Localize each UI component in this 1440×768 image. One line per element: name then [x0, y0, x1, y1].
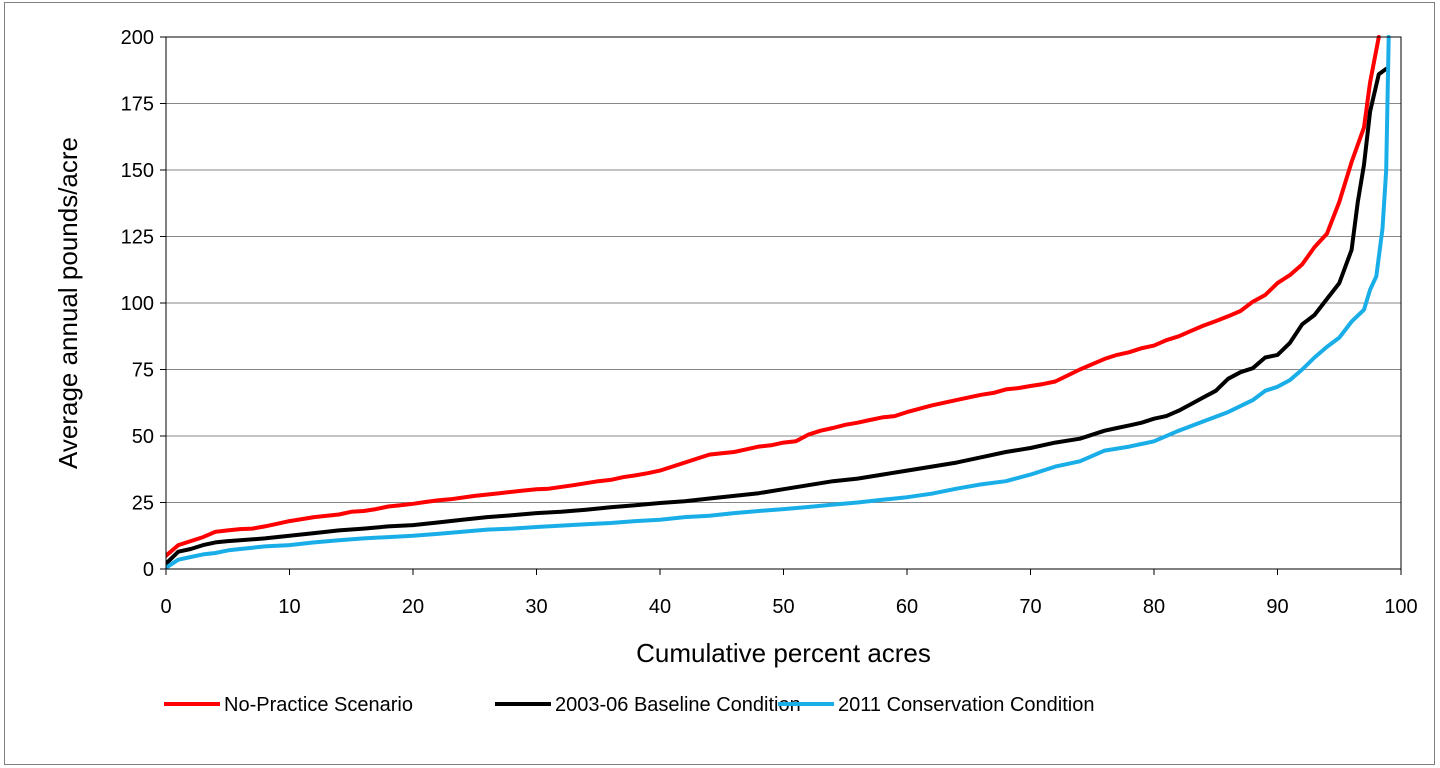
x-tick-label: 40 — [649, 596, 671, 618]
x-tick-label: 20 — [402, 596, 424, 618]
y-axis-title: Average annual pounds/acre — [53, 137, 83, 469]
series-layer — [166, 35, 1391, 570]
legend-label: No-Practice Scenario — [224, 694, 413, 716]
y-tick-label: 175 — [121, 94, 154, 116]
x-axis-title: Cumulative percent acres — [636, 638, 931, 668]
series-line-3 — [166, 35, 1391, 570]
x-tick-label: 70 — [1019, 596, 1041, 618]
y-tick-label: 0 — [143, 559, 154, 581]
y-tick-label: 50 — [132, 426, 154, 448]
x-tick-label: 90 — [1266, 596, 1288, 618]
x-tick-label: 100 — [1384, 596, 1417, 618]
y-tick-label: 100 — [121, 293, 154, 315]
y-tick-label: 75 — [132, 360, 154, 382]
tick-layer: 0 25 50 75 100 125 150 175 200 0 10 20 30 40 50 60 70 80 9… — [121, 27, 1418, 618]
x-tick-label: 50 — [772, 596, 794, 618]
legend-label: 2011 Conservation Condition — [838, 694, 1094, 716]
x-tick-label: 30 — [525, 596, 547, 618]
y-tick-label: 25 — [132, 493, 154, 515]
plot-area-border — [165, 36, 1402, 570]
chart-frame — [4, 2, 1435, 765]
series-line-2 — [166, 66, 1389, 566]
legend-label: 2003-06 Baseline Condition — [555, 694, 801, 716]
y-tick-label: 150 — [121, 160, 154, 182]
x-tick-label: 10 — [278, 596, 300, 618]
y-tick-label: 125 — [121, 227, 154, 249]
grid-layer — [166, 103, 1401, 503]
x-tick-label: 80 — [1143, 596, 1165, 618]
series-line-1 — [166, 35, 1381, 558]
x-tick-label: 0 — [160, 596, 171, 618]
legend: No-Practice Scenario 2003-06 Baseline Con… — [164, 694, 1094, 716]
y-tick-label: 200 — [121, 27, 154, 49]
x-tick-label: 60 — [896, 596, 918, 618]
